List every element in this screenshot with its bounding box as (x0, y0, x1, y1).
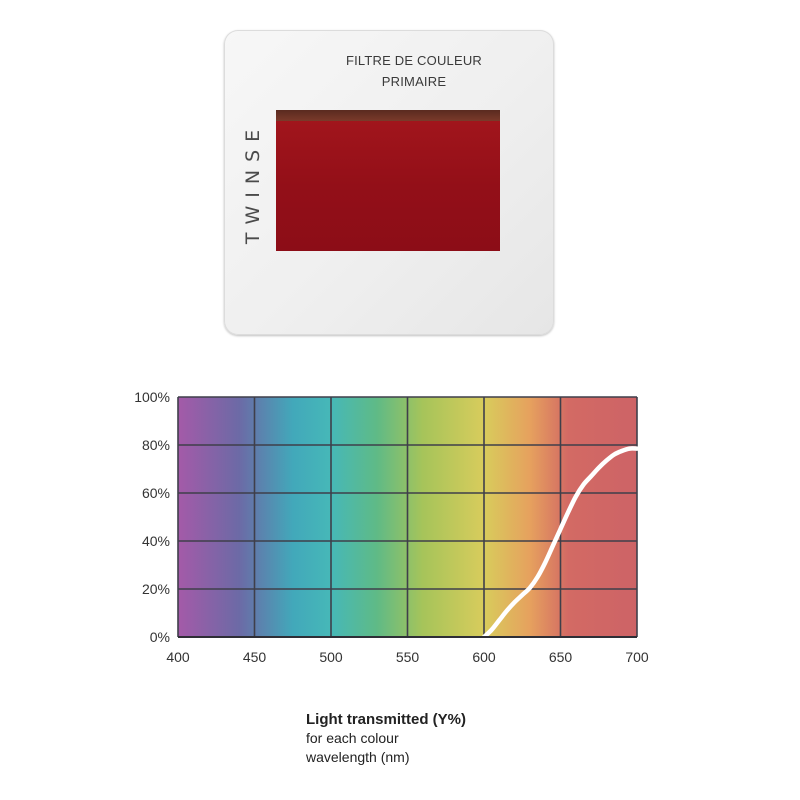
x-tick-label: 550 (396, 649, 420, 665)
x-tick-label: 650 (549, 649, 573, 665)
y-tick-label: 80% (142, 437, 170, 453)
x-tick-labels: 400 450 500 550 600 650 700 (166, 649, 649, 665)
caption-title: Light transmitted (Y%) (306, 711, 466, 728)
filter-edge (276, 110, 500, 121)
x-tick-label: 450 (243, 649, 267, 665)
x-tick-label: 700 (625, 649, 649, 665)
slide-title-line1: FILTRE DE COULEUR (345, 53, 483, 68)
transmission-curve (481, 446, 640, 640)
caption-line2: for each colour (306, 730, 399, 746)
chart-caption: Light transmitted (Y%) for each colour w… (306, 710, 466, 767)
transmission-chart-svg: 400 450 500 550 600 650 700 0% 20% 40% 60% 80% 100% (134, 389, 649, 665)
brand-label: TWINSE (242, 121, 264, 245)
y-tick-label: 60% (142, 485, 170, 501)
x-tick-label: 500 (319, 649, 343, 665)
transmission-chart: 400 450 500 550 600 650 700 0% 20% 40% 60% 80% 100% (0, 380, 800, 680)
y-tick-label: 100% (134, 389, 170, 405)
slide-title-line2: PRIMAIRE (381, 74, 447, 89)
y-tick-labels: 0% 20% 40% 60% 80% 100% (134, 389, 170, 645)
x-tick-label: 400 (166, 649, 190, 665)
y-tick-label: 20% (142, 581, 170, 597)
color-filter-slide: FILTRE DE COULEUR PRIMAIRE TWINSE (224, 30, 554, 335)
filter-window (276, 110, 500, 251)
red-filter-glass (276, 121, 500, 251)
y-tick-label: 40% (142, 533, 170, 549)
caption-line3: wavelength (nm) (306, 749, 410, 765)
x-tick-label: 600 (472, 649, 496, 665)
y-tick-label: 0% (150, 629, 170, 645)
